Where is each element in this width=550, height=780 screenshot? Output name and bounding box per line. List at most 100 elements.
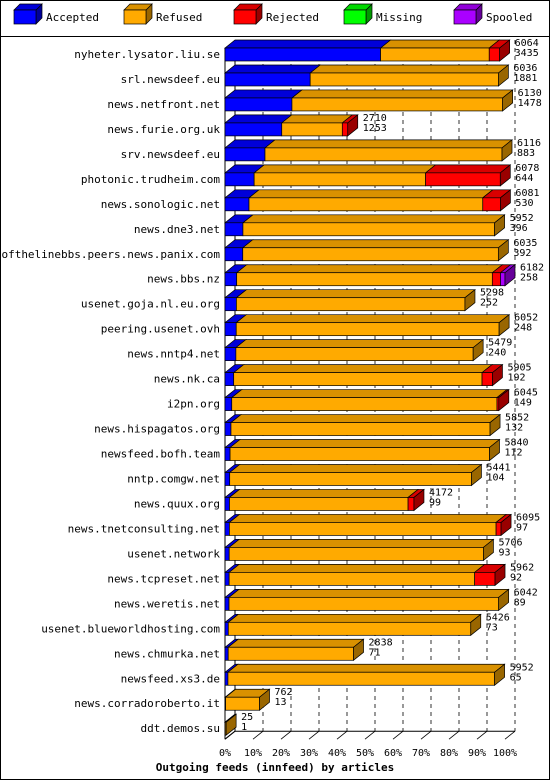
bar-top-refused [228, 489, 420, 498]
bar-segment-accepted [224, 297, 237, 312]
bar-side [483, 538, 494, 562]
legend-item-missing: Missing [343, 3, 422, 25]
bar-segment-refused [230, 422, 491, 436]
bar-side [225, 713, 237, 736]
bar-side [502, 89, 513, 112]
x-axis: 0% 10% 20% 30% 40% 50% 60% 70% 80% 90% 100% [219, 730, 517, 759]
bar-side [498, 64, 509, 87]
bar-segment-accepted [224, 522, 230, 536]
value-label-accepted: 258 [520, 273, 538, 284]
value-label-accepted: 149 [514, 398, 532, 409]
x-tick [280, 730, 292, 740]
value-label-accepted: 248 [514, 323, 532, 334]
value-label-offered: 6036 [513, 63, 537, 74]
bar-top-refused [229, 439, 501, 448]
bar-segment-refused [229, 472, 472, 486]
bar-segment-accepted [224, 596, 230, 611]
row-label: news.furie.org.uk [107, 123, 220, 136]
x-tick-label: 90% [468, 748, 486, 759]
bar-segment-refused [264, 147, 503, 162]
bar-segment-accepted [224, 397, 233, 411]
value-label-offered: 2710 [363, 113, 387, 124]
value-label-offered: 4172 [429, 487, 453, 498]
bar-top-refused [241, 239, 510, 249]
bar-segment-refused [229, 522, 497, 536]
x-tick [392, 730, 404, 740]
legend-item-rejected: Rejected [233, 3, 319, 25]
legend-label-accepted: Accepted [46, 11, 99, 24]
bar-segment-accepted [224, 621, 229, 636]
bar-top-refused [235, 289, 476, 299]
bar-segment-accepted [224, 671, 229, 686]
value-label-accepted: 112 [505, 448, 523, 459]
x-tick [252, 730, 264, 740]
x-tick-label: 40% [328, 748, 346, 759]
bar-side [489, 413, 501, 437]
value-label-accepted: 71 [369, 647, 381, 658]
bar-segment-accepted [224, 122, 283, 137]
value-label-accepted: 392 [513, 248, 531, 259]
bar-segment-rejected [474, 572, 496, 586]
x-tick-label: 30% [300, 748, 318, 759]
bar-segment-accepted [224, 372, 235, 386]
value-label-offered: 6078 [515, 163, 539, 174]
value-label-offered: 6035 [513, 238, 537, 249]
value-label-accepted: 883 [517, 148, 535, 159]
bar-segment-accepted [224, 497, 230, 511]
x-tick [448, 730, 460, 740]
row-label: usenet.blueworldhosting.com [41, 622, 220, 635]
value-label-offered: 5479 [488, 338, 512, 349]
x-tick-label: 80% [440, 748, 458, 759]
bar-top-refused [232, 364, 494, 373]
value-label-offered: 6064 [515, 38, 539, 49]
value-label-accepted: 93 [498, 547, 510, 558]
bar-segment-accepted [224, 147, 266, 162]
row-label: news.quux.org [134, 497, 220, 510]
bar-side [498, 313, 510, 337]
row-label: news.hispagatos.org [94, 423, 220, 436]
legend-swatch-spooled [453, 9, 477, 25]
x-tick-label: 20% [272, 748, 290, 759]
bar-segment-accepted [224, 572, 230, 586]
bar-segment-rejected [495, 522, 502, 536]
row-label: srv.newsdeef.eu [121, 148, 220, 161]
bar-segment-rejected [491, 272, 501, 287]
x-tick [224, 730, 236, 740]
value-label-accepted: 240 [488, 348, 506, 359]
value-label-accepted: 99 [429, 497, 441, 508]
bar-side [498, 388, 510, 412]
bar-segment-accepted [224, 422, 232, 436]
bar-side [464, 288, 476, 312]
value-label-accepted: 65 [510, 672, 522, 683]
value-label-accepted: 92 [510, 572, 522, 583]
x-tick-label: 70% [412, 748, 430, 759]
bar-segment-refused [229, 497, 409, 511]
value-label-accepted: 132 [505, 423, 523, 434]
chart-title: Outgoing feeds (innfeed) by articles [156, 761, 394, 774]
bar-side [494, 214, 505, 237]
bar-top-rejected [424, 164, 512, 174]
row-label: srl.newsdeef.eu [121, 73, 220, 86]
row-label: nntp.comgw.net [127, 472, 220, 485]
row-label: news.tcpreset.net [107, 572, 220, 585]
value-label-offered: 6045 [514, 388, 538, 399]
bar-top-refused [241, 214, 506, 224]
bar-segment-refused [235, 347, 474, 361]
bar-segment-refused [242, 247, 499, 262]
legend-swatch-refused [123, 9, 147, 25]
bar-top-refused [227, 613, 482, 623]
bar-segment-rejected [481, 372, 493, 386]
row-label: news.dne3.net [134, 223, 220, 236]
row-label: news.sonologic.net [101, 198, 220, 211]
bar-top-refused [228, 539, 495, 548]
value-label-offered: 6042 [514, 587, 538, 598]
row-label: news.nk.ca [154, 373, 220, 386]
bar-segment-rejected [482, 197, 501, 212]
bar-segment-refused [225, 696, 260, 711]
